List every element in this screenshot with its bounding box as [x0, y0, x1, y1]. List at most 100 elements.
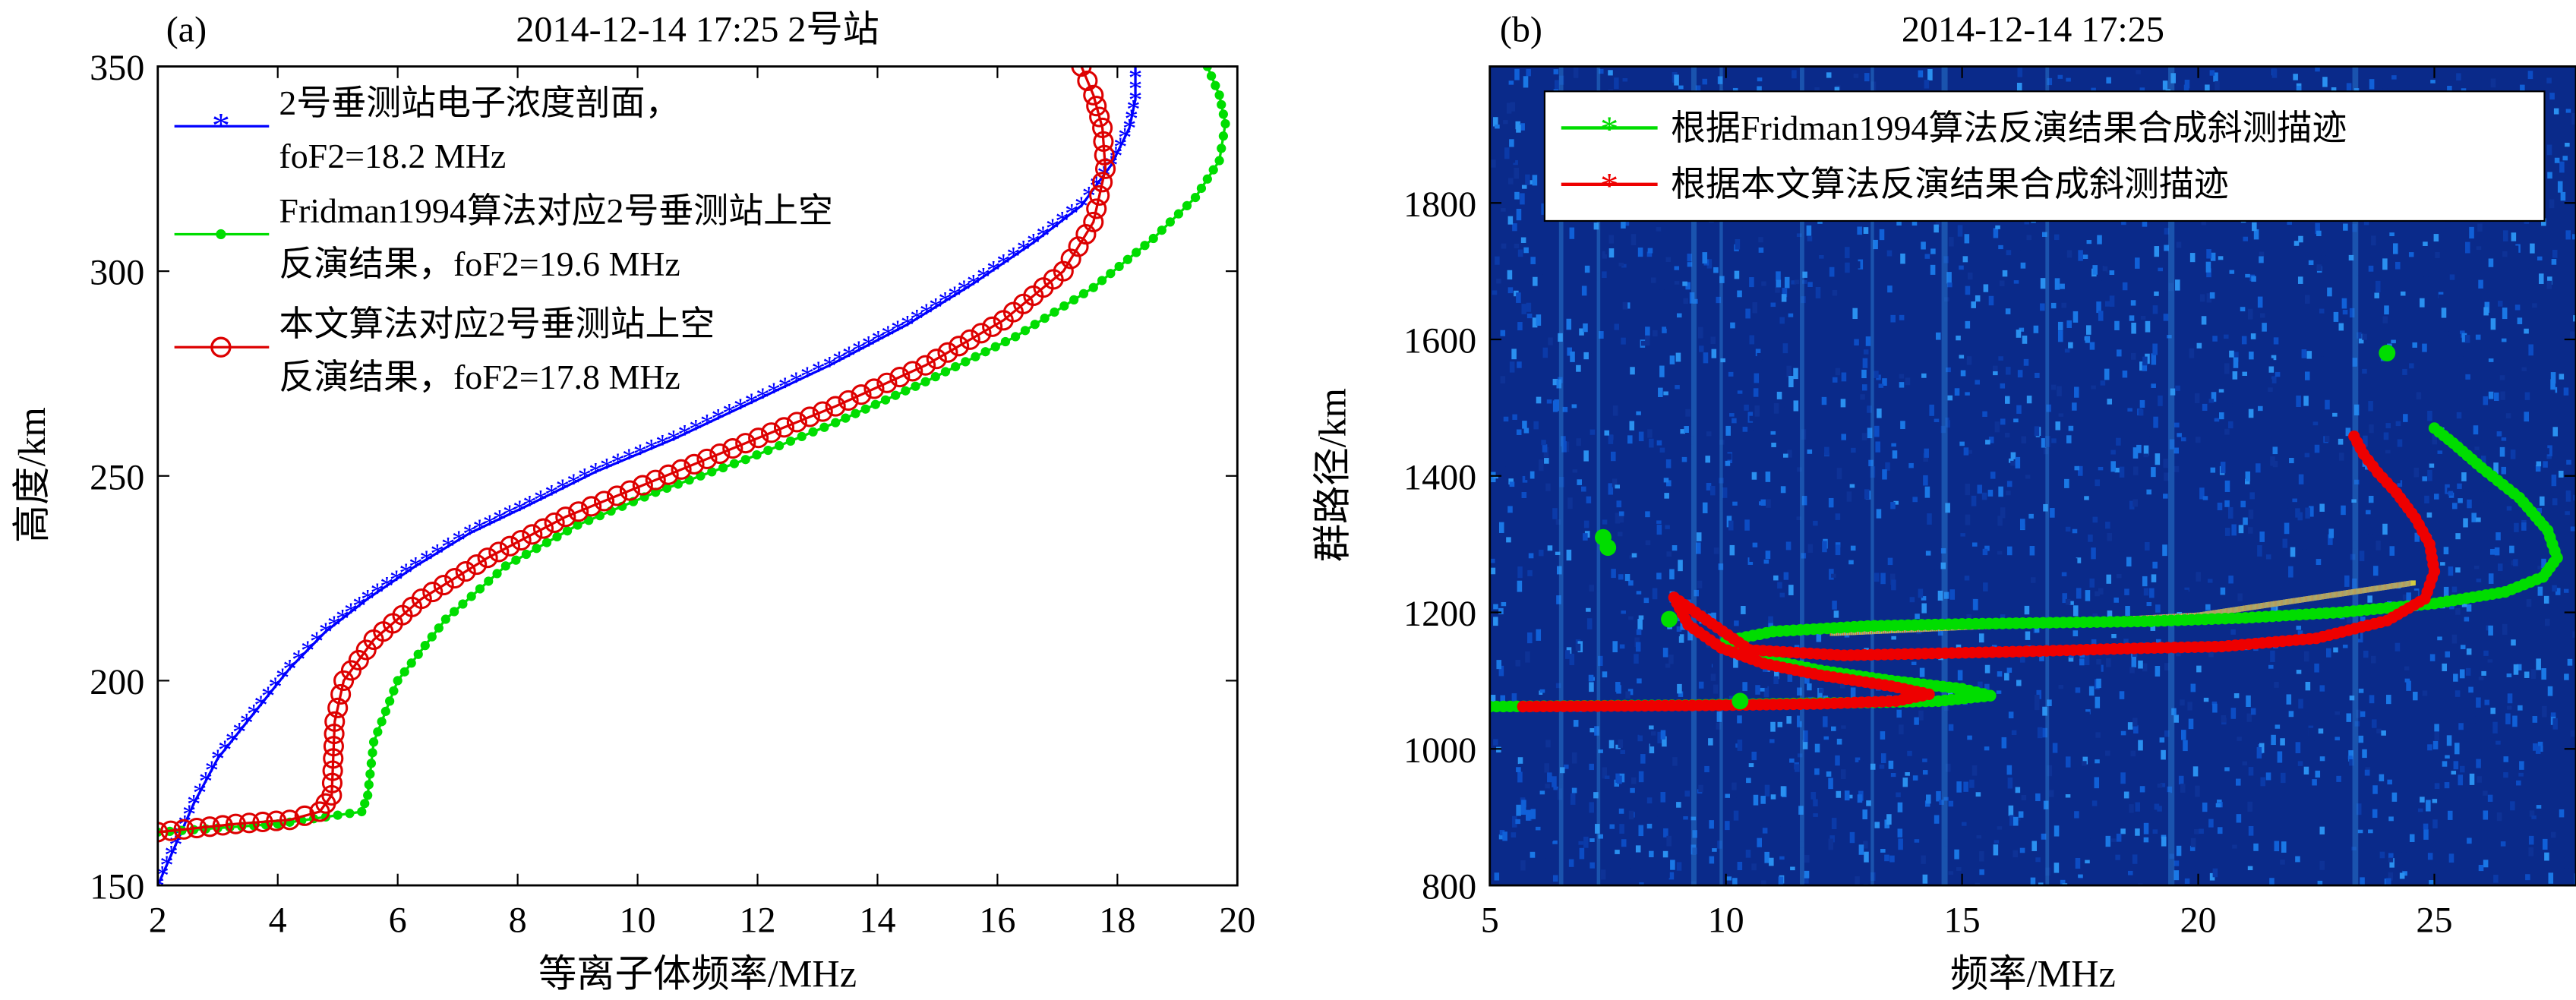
point-circle — [279, 809, 301, 831]
noise-pixel — [2483, 307, 2489, 316]
noise-pixel — [1496, 374, 1501, 382]
noise-pixel — [2404, 666, 2410, 670]
noise-pixel — [1979, 851, 1984, 862]
noise-pixel — [1619, 824, 1624, 834]
x-tick-label: 12 — [739, 900, 775, 940]
noise-pixel — [2382, 523, 2388, 535]
noise-pixel — [1930, 264, 1936, 275]
noise-pixel — [2372, 566, 2379, 576]
noise-pixel — [2041, 755, 2047, 765]
noise-pixel — [1940, 425, 1946, 434]
point-dot — [1148, 233, 1158, 244]
noise-pixel — [1831, 726, 1836, 731]
noise-pixel — [2164, 228, 2170, 235]
noise-pixel — [1815, 286, 1821, 299]
point-star: * — [1075, 191, 1089, 222]
noise-pixel — [2423, 276, 2429, 285]
noise-pixel — [2047, 77, 2053, 86]
noise-pixel — [2338, 438, 2344, 445]
noise-pixel — [2403, 414, 2408, 422]
noise-pixel — [2157, 784, 2163, 788]
noise-pixel — [1995, 225, 2000, 229]
noise-pixel — [1640, 754, 1646, 764]
noise-pixel — [1801, 296, 1806, 304]
noise-pixel — [1770, 794, 1776, 800]
noise-pixel — [2305, 295, 2310, 304]
point-star: * — [842, 341, 857, 372]
noise-pixel — [2551, 314, 2557, 322]
noise-pixel — [2020, 262, 2026, 269]
noise-pixel — [1896, 662, 1901, 672]
noise-pixel — [1947, 282, 1953, 288]
point-star: * — [380, 571, 394, 602]
noise-pixel — [2155, 639, 2161, 643]
noise-pixel — [1748, 763, 1754, 768]
noise-pixel — [2426, 393, 2432, 398]
noise-pixel — [1532, 317, 1538, 328]
noise-pixel — [1846, 491, 1852, 502]
noise-pixel — [1778, 876, 1784, 886]
noise-pixel — [2303, 396, 2309, 406]
point-star: * — [611, 448, 625, 479]
noise-pixel — [2483, 860, 2489, 868]
noise-pixel — [2210, 467, 2216, 473]
noise-pixel — [1858, 259, 1864, 270]
noise-pixel — [2253, 229, 2259, 240]
noise-pixel — [1662, 850, 1668, 858]
noise-pixel — [2104, 368, 2110, 380]
noise-pixel — [1789, 758, 1795, 763]
noise-pixel — [1678, 560, 1683, 572]
noise-pixel — [1793, 368, 1798, 380]
noise-pixel — [2129, 386, 2134, 396]
noise-pixel — [1742, 427, 1748, 432]
noise-pixel — [2207, 579, 2213, 583]
noise-pixel — [2076, 588, 2082, 599]
noise-pixel — [2476, 578, 2482, 582]
noise-pixel — [2369, 79, 2375, 90]
noise-pixel — [2536, 658, 2541, 670]
noise-pixel — [2272, 446, 2278, 455]
noise-pixel — [1674, 266, 1680, 270]
noise-pixel — [1519, 763, 1524, 768]
point-star: * — [441, 532, 456, 563]
noise-pixel — [1994, 421, 2000, 433]
point-star: * — [1006, 241, 1021, 273]
noise-pixel — [2391, 792, 2398, 802]
noise-pixel — [2095, 479, 2100, 487]
noise-pixel — [2029, 545, 2035, 556]
noise-pixel — [1525, 469, 1530, 481]
noise-pixel — [1636, 591, 1642, 595]
noise-pixel — [1889, 855, 1895, 863]
noise-pixel — [2214, 418, 2220, 422]
noise-pixel — [1921, 241, 1926, 250]
point-dot — [961, 357, 971, 367]
point-circle — [761, 422, 782, 443]
noise-pixel — [1552, 776, 1557, 787]
noise-pixel — [2429, 880, 2434, 886]
point-dot — [1165, 217, 1175, 227]
noise-pixel — [1899, 382, 1905, 388]
noise-pixel — [1599, 331, 1604, 339]
point-dot — [880, 395, 891, 405]
noise-pixel — [2369, 695, 2375, 704]
noise-pixel — [1684, 426, 1689, 433]
noise-pixel — [2457, 483, 2462, 489]
noise-pixel — [1706, 259, 1713, 269]
point-dot — [413, 649, 423, 659]
noise-pixel — [1888, 760, 1894, 769]
noise-pixel — [2514, 304, 2521, 311]
noise-pixel — [1822, 541, 1827, 553]
noise-pixel — [1595, 824, 1600, 834]
noise-pixel — [1940, 562, 1946, 569]
noise-pixel — [1984, 545, 1990, 551]
point-dot — [851, 409, 860, 418]
noise-pixel — [2167, 786, 2173, 793]
noise-pixel — [1685, 409, 1690, 417]
noise-pixel — [2494, 547, 2500, 556]
noise-pixel — [2232, 371, 2238, 380]
point-star: * — [276, 663, 290, 694]
noise-pixel — [1646, 797, 1653, 804]
noise-pixel — [1797, 467, 1802, 472]
noise-pixel — [1757, 872, 1763, 884]
